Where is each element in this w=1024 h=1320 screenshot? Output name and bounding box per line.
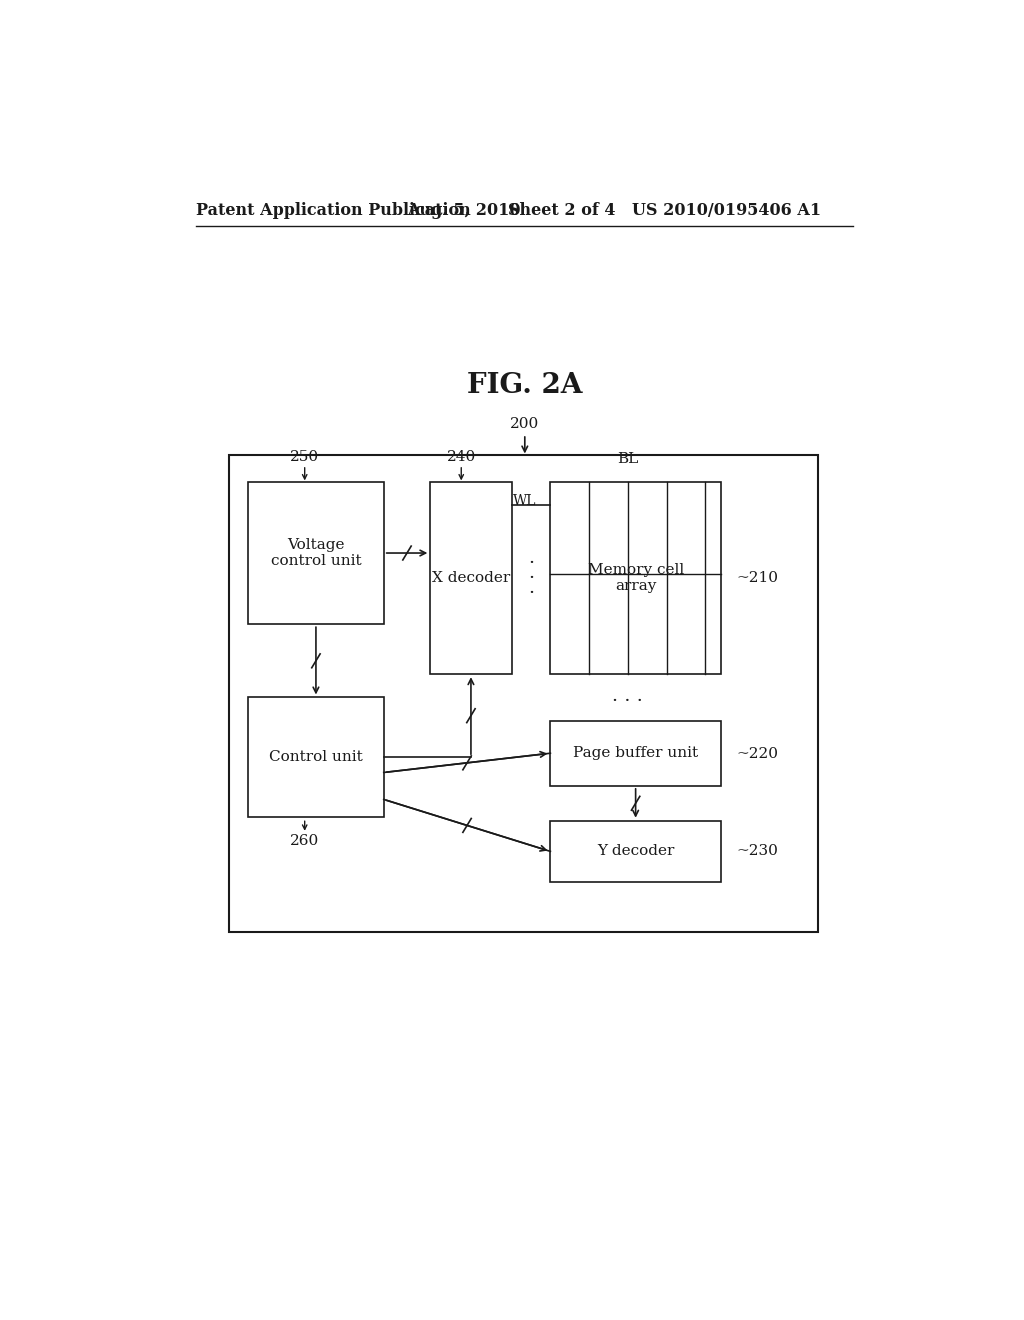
- Text: Control unit: Control unit: [269, 750, 362, 764]
- Text: ~210: ~210: [736, 572, 778, 585]
- Text: 200: 200: [510, 417, 540, 432]
- Text: 250: 250: [290, 450, 319, 465]
- Text: WL: WL: [513, 494, 537, 508]
- Text: 260: 260: [290, 834, 319, 849]
- Bar: [550, 721, 721, 785]
- Text: ~220: ~220: [736, 747, 778, 760]
- Text: Patent Application Publication: Patent Application Publication: [197, 202, 471, 219]
- Text: Sheet 2 of 4: Sheet 2 of 4: [508, 202, 615, 219]
- Text: 240: 240: [446, 450, 476, 465]
- Text: Page buffer unit: Page buffer unit: [573, 746, 698, 760]
- Bar: [248, 482, 384, 624]
- Text: FIG. 2A: FIG. 2A: [467, 372, 583, 399]
- Text: ·
·
·: · · ·: [528, 554, 535, 602]
- Text: Aug. 5, 2010: Aug. 5, 2010: [407, 202, 520, 219]
- Bar: [550, 482, 721, 675]
- Text: X decoder: X decoder: [432, 572, 510, 585]
- Bar: [248, 697, 384, 817]
- Text: ~230: ~230: [736, 845, 778, 858]
- Text: BL: BL: [617, 451, 639, 466]
- Text: Memory cell
array: Memory cell array: [588, 562, 684, 593]
- Bar: [430, 482, 512, 675]
- Text: · · ·: · · ·: [612, 692, 643, 710]
- Text: US 2010/0195406 A1: US 2010/0195406 A1: [632, 202, 821, 219]
- Text: Y decoder: Y decoder: [597, 845, 675, 858]
- Bar: [550, 821, 721, 882]
- Text: Voltage
control unit: Voltage control unit: [270, 539, 361, 568]
- Bar: [228, 455, 818, 932]
